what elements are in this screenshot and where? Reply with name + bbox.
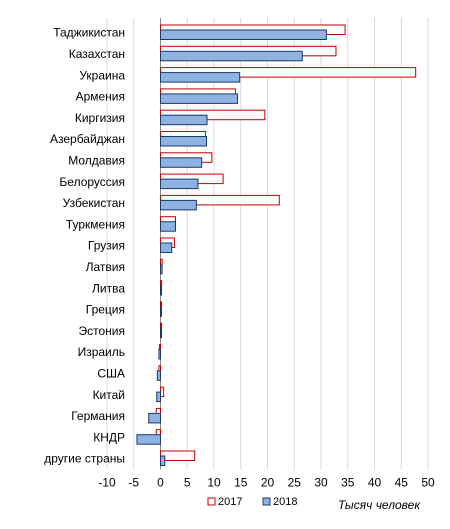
category-label: Азербайджан [50, 132, 125, 146]
x-tick-label: 10 [207, 475, 221, 489]
legend-swatch-2018 [262, 497, 271, 506]
category-label: Украина [79, 68, 125, 82]
x-tick-label: 5 [184, 475, 191, 489]
bar-2018 [160, 242, 173, 253]
bar-2018 [160, 199, 197, 211]
bar-2018 [160, 29, 327, 40]
bar-2018 [160, 178, 199, 190]
bar-2018 [160, 114, 208, 126]
category-label: Молдавия [68, 153, 125, 167]
bar-2018 [148, 412, 161, 424]
x-tick-label: -10 [98, 475, 116, 489]
bar-2018 [158, 349, 162, 360]
category-label: Узбекистан [63, 196, 125, 210]
category-label: Туркмения [66, 217, 125, 231]
category-label: Эстония [79, 324, 126, 338]
bar-2018 [160, 306, 162, 317]
category-label: Киргизия [75, 111, 125, 125]
x-tick-label: 40 [368, 475, 382, 489]
x-tick-label: 30 [314, 475, 328, 489]
x-tick-label: 50 [421, 475, 435, 489]
legend: 2017 2018 [207, 496, 297, 508]
bar-2018 [160, 157, 203, 168]
legend-swatch-2017 [207, 497, 216, 506]
category-label: КНДР [93, 430, 125, 444]
category-label: Таджикистан [53, 26, 125, 40]
bar-2018 [160, 93, 239, 104]
bar-2018 [136, 434, 162, 445]
x-tick-label: 25 [288, 475, 302, 489]
bar-2018 [160, 136, 208, 147]
grid-lines [106, 18, 429, 470]
legend-label-2017: 2017 [218, 496, 242, 508]
category-label: Белоруссия [59, 175, 125, 189]
x-tick-labels: -10 -5 0 5 10 15 20 25 30 35 40 45 50 [98, 475, 435, 489]
bar-2018 [160, 327, 162, 339]
x-tick-label: 20 [261, 475, 275, 489]
bar-2018 [156, 370, 161, 381]
category-label: США [97, 366, 125, 380]
category-labels: Таджикистан Казахстан Украина Армения Киргиз… [44, 26, 125, 466]
category-label: Израиль [78, 345, 125, 359]
x-tick-label: 45 [395, 475, 409, 489]
bar-2018 [160, 72, 241, 83]
category-label: Армения [76, 90, 125, 104]
category-label: Казахстан [69, 47, 125, 61]
category-label: другие страны [44, 452, 125, 466]
category-label: Китай [93, 388, 125, 402]
bar-2018 [160, 455, 166, 466]
bar-2018 [156, 391, 162, 403]
x-tick-label: 15 [234, 475, 248, 489]
bar-2018 [160, 263, 163, 275]
category-label: Грузия [88, 239, 125, 253]
category-label: Греция [86, 303, 125, 317]
category-label: Литва [92, 281, 125, 295]
category-label: Германия [71, 409, 125, 423]
bar-2017 [160, 450, 196, 461]
legend-label-2018: 2018 [273, 496, 297, 508]
bars [136, 24, 417, 466]
bar-2018 [160, 221, 176, 232]
bar-2018 [160, 50, 303, 62]
category-label: Латвия [86, 260, 125, 274]
x-tick-label: 35 [341, 475, 355, 489]
bar-2018 [160, 285, 162, 296]
x-tick-label: 0 [157, 475, 164, 489]
x-axis-label: Тысяч человек [338, 498, 421, 512]
x-tick-label: -5 [128, 475, 139, 489]
